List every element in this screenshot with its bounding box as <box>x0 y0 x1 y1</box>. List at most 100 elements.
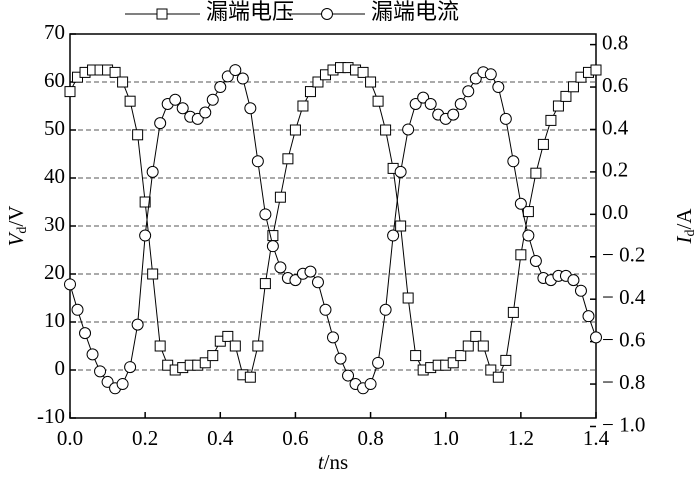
marker <box>297 100 309 112</box>
legend-label: 漏端电压 <box>206 0 294 24</box>
marker <box>507 155 520 168</box>
marker <box>274 191 286 203</box>
marker <box>522 206 534 218</box>
marker <box>342 369 355 382</box>
marker <box>312 76 324 88</box>
marker <box>402 292 414 304</box>
y2-axis-label-sub: d <box>683 230 698 237</box>
marker <box>147 268 159 280</box>
marker <box>274 261 287 274</box>
marker <box>154 340 166 352</box>
marker <box>567 81 579 93</box>
y-tick-label: 10 <box>44 308 65 332</box>
marker <box>64 86 76 98</box>
marker <box>477 340 489 352</box>
x-tick-label: 1.2 <box>508 426 534 450</box>
x-tick-label: 1.0 <box>433 426 459 450</box>
y2-tick-label: 0.8 <box>602 30 628 54</box>
marker <box>500 354 512 366</box>
marker <box>199 106 212 119</box>
marker <box>552 100 564 112</box>
marker <box>387 229 400 242</box>
x-tick-label: 0.0 <box>57 426 83 450</box>
marker <box>364 378 377 391</box>
y-tick-label: 40 <box>44 164 65 188</box>
y2-tick-label: 0.2 <box>602 158 628 182</box>
x-axis-label-unit: /ns <box>324 450 349 474</box>
marker <box>529 255 542 268</box>
marker <box>244 102 257 115</box>
marker <box>139 229 152 242</box>
marker <box>71 303 84 316</box>
y2-axis-label-var: I <box>672 236 696 245</box>
y-tick-label: 60 <box>44 68 65 92</box>
y2-axis-label: Id/A <box>672 208 698 245</box>
marker <box>567 274 580 287</box>
x-tick-label: 1.4 <box>583 426 610 450</box>
marker <box>259 278 271 290</box>
marker <box>244 371 256 383</box>
marker <box>545 114 557 126</box>
x-tick-label: 0.4 <box>207 426 234 450</box>
legend-label: 漏端电流 <box>371 0 459 24</box>
marker <box>146 165 159 178</box>
marker <box>251 155 264 168</box>
marker <box>109 66 121 78</box>
marker <box>154 117 167 130</box>
y2-tick-label: − 0.2 <box>602 243 645 267</box>
marker <box>372 95 384 107</box>
marker <box>214 81 227 94</box>
marker <box>86 348 99 361</box>
legend-marker <box>156 8 168 20</box>
marker <box>380 124 392 136</box>
marker <box>357 66 369 78</box>
marker <box>117 76 129 88</box>
marker <box>327 331 339 344</box>
marker <box>124 361 137 374</box>
marker <box>176 102 189 115</box>
marker <box>402 123 415 136</box>
x-axis-label-var: t <box>318 450 325 474</box>
x-tick-label: 0.8 <box>357 426 383 450</box>
y2-tick-label: 0.6 <box>602 73 628 97</box>
y2-tick-label: 0.0 <box>602 200 628 224</box>
marker <box>169 93 182 106</box>
y2-tick-label: − 0.6 <box>602 327 645 351</box>
marker <box>455 350 467 362</box>
marker <box>206 93 219 106</box>
y-axis-label-var: V <box>4 231 28 246</box>
x-tick-label: 0.6 <box>282 426 308 450</box>
y-axis-label-unit: /V <box>4 206 28 227</box>
y2-tick-label: − 1.0 <box>602 412 645 436</box>
marker <box>499 112 512 125</box>
series-line <box>69 67 597 379</box>
marker <box>492 371 504 383</box>
marker <box>311 276 324 289</box>
y-axis-label-sub: d <box>15 227 30 234</box>
marker <box>485 364 497 376</box>
marker <box>334 352 347 365</box>
marker <box>470 330 482 342</box>
marker <box>394 165 407 178</box>
marker <box>537 138 549 150</box>
marker <box>514 197 527 210</box>
y-axis-label: Vd/V <box>4 206 30 247</box>
y2-tick-label: − 0.8 <box>602 370 645 394</box>
marker <box>229 64 242 77</box>
marker <box>132 129 144 141</box>
marker <box>454 98 467 111</box>
marker <box>199 357 211 369</box>
y-tick-label: 70 <box>44 20 65 44</box>
y2-axis-label-unit: /A <box>672 208 696 230</box>
marker <box>560 90 572 102</box>
marker <box>252 340 264 352</box>
marker <box>282 153 294 165</box>
marker <box>79 327 92 340</box>
marker <box>582 310 595 323</box>
marker <box>507 306 519 318</box>
marker <box>304 86 316 98</box>
marker <box>462 340 474 352</box>
marker <box>94 365 107 378</box>
y-tick-label: 0 <box>55 356 66 380</box>
plot-frame <box>69 33 597 419</box>
